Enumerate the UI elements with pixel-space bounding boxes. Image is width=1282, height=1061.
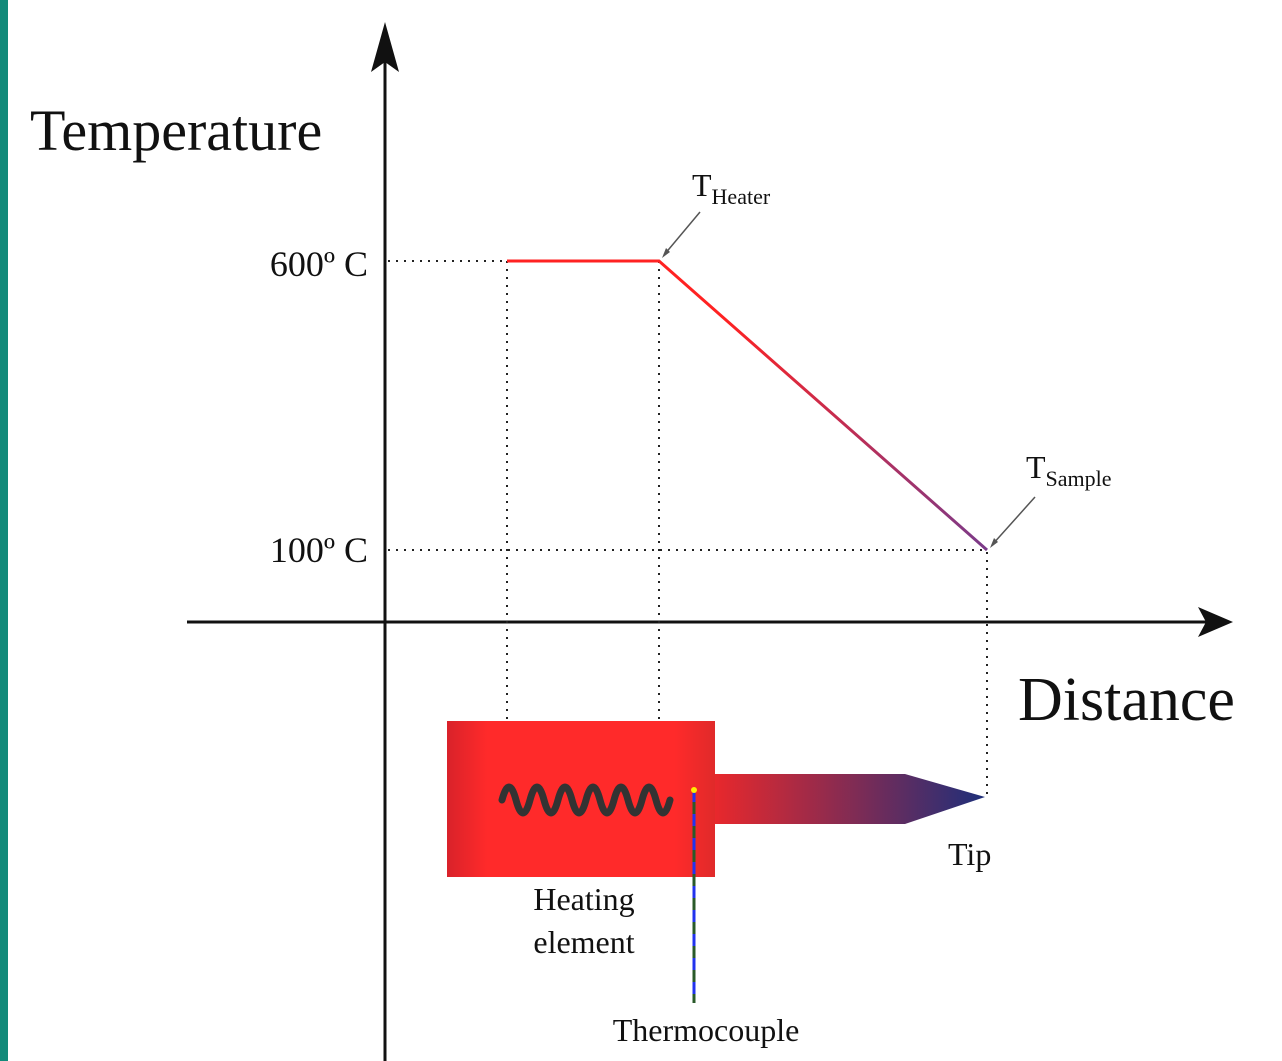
symbol: T <box>1026 449 1046 485</box>
thermocouple-junction <box>691 787 697 793</box>
subscript: Heater <box>712 184 771 209</box>
heating-element-label: element <box>533 924 634 960</box>
heating-element-label: Heating <box>533 881 634 917</box>
temperature-profile <box>507 259 988 552</box>
pointer <box>663 211 701 256</box>
pointer-head <box>990 538 998 548</box>
sample-label: TSample <box>1026 449 1112 491</box>
heater-label: THeater <box>692 167 771 209</box>
level-label: 600º C <box>270 244 368 284</box>
heating-coil <box>498 783 674 817</box>
symbol: T <box>692 167 712 203</box>
tip-label: Tip <box>948 836 991 872</box>
x-axis-label: Distance <box>1018 666 1235 734</box>
pointer-head <box>662 248 670 258</box>
level-label: 100º C <box>270 530 368 570</box>
subscript: Sample <box>1046 466 1112 491</box>
probe <box>715 774 985 824</box>
left-border <box>0 0 8 1061</box>
pointer <box>991 496 1036 546</box>
y-axis-label: Temperature <box>30 98 322 163</box>
heater-block <box>447 721 715 877</box>
y-arrow <box>371 22 399 72</box>
x-arrow <box>1198 607 1233 637</box>
thermocouple-label: Thermocouple <box>613 1012 800 1048</box>
